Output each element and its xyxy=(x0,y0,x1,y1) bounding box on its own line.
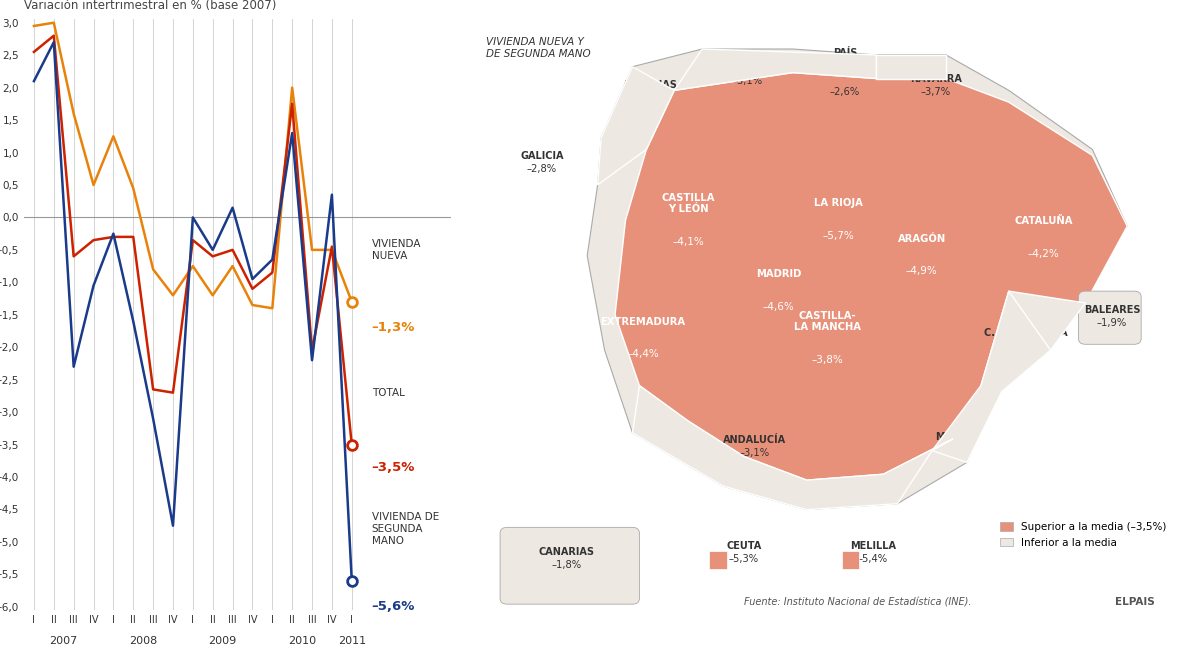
Text: CANTABRIA: CANTABRIA xyxy=(716,62,779,73)
Text: –3,5%: –3,5% xyxy=(372,461,415,474)
Text: –4,2%: –4,2% xyxy=(1027,249,1060,259)
Text: C. VALENCIANA: C. VALENCIANA xyxy=(984,328,1068,338)
Text: –1,4%: –1,4% xyxy=(942,445,972,455)
Text: VIVIENDA
NUEVA: VIVIENDA NUEVA xyxy=(372,239,421,261)
Text: CASTILLA
Y LEÓN: CASTILLA Y LEÓN xyxy=(661,193,715,214)
Legend: Superior a la media (–3,5%), Inferior a la media: Superior a la media (–3,5%), Inferior a … xyxy=(996,518,1171,552)
Bar xyxy=(709,551,726,569)
Text: PAÍS
VASCO: PAÍS VASCO xyxy=(827,48,864,69)
Text: CEUTA: CEUTA xyxy=(726,541,762,551)
Text: ELPAIS: ELPAIS xyxy=(1115,597,1156,607)
Text: Fuente: Instituto Nacional de Estadística (INE).: Fuente: Instituto Nacional de Estadístic… xyxy=(744,597,972,607)
Text: –3,8%: –3,8% xyxy=(811,355,844,365)
Text: –2,8%: –2,8% xyxy=(527,164,557,174)
Text: ASTURIAS: ASTURIAS xyxy=(623,80,677,90)
Text: MELILLA: MELILLA xyxy=(850,541,896,551)
Text: Variación intertrimestral en % (base 2007): Variación intertrimestral en % (base 200… xyxy=(24,0,276,12)
Text: 2011: 2011 xyxy=(337,636,366,646)
Text: 2009: 2009 xyxy=(209,636,236,646)
Text: VIVIENDA NUEVA Y
DE SEGUNDA MANO: VIVIENDA NUEVA Y DE SEGUNDA MANO xyxy=(486,37,590,59)
Text: –1,8%: –1,8% xyxy=(551,560,581,570)
Polygon shape xyxy=(598,67,674,185)
Text: LA RIOJA: LA RIOJA xyxy=(814,199,863,208)
Text: –2,6%: –2,6% xyxy=(635,93,665,103)
FancyBboxPatch shape xyxy=(1079,291,1141,344)
Text: –4,1%: –4,1% xyxy=(672,237,704,247)
Text: CANARIAS: CANARIAS xyxy=(539,547,594,557)
Text: –1,3%: –1,3% xyxy=(372,321,415,334)
Text: NAVARRA: NAVARRA xyxy=(910,75,961,84)
Text: TOTAL: TOTAL xyxy=(372,387,404,398)
Text: –5,6%: –5,6% xyxy=(372,600,415,613)
Text: BALEARES: BALEARES xyxy=(1084,305,1140,315)
Bar xyxy=(841,551,859,569)
Text: MADRID: MADRID xyxy=(756,269,802,279)
Polygon shape xyxy=(932,291,1050,462)
FancyBboxPatch shape xyxy=(500,528,640,604)
Text: –4,4%: –4,4% xyxy=(628,349,659,359)
Text: –1,9%: –1,9% xyxy=(1097,318,1127,328)
Polygon shape xyxy=(876,55,946,79)
Text: –3,1%: –3,1% xyxy=(732,75,762,86)
Polygon shape xyxy=(587,49,1127,509)
Polygon shape xyxy=(632,386,953,509)
Text: –3,1%: –3,1% xyxy=(739,448,769,458)
Text: –3,0%: –3,0% xyxy=(1012,341,1042,351)
Text: 2010: 2010 xyxy=(288,636,316,646)
Text: 2008: 2008 xyxy=(130,636,157,646)
Text: ARAGÓN: ARAGÓN xyxy=(898,234,946,244)
Text: –5,4%: –5,4% xyxy=(858,554,888,564)
Polygon shape xyxy=(616,73,1127,480)
Text: CATALUÑA: CATALUÑA xyxy=(1014,216,1073,226)
Polygon shape xyxy=(674,49,876,90)
Text: –5,7%: –5,7% xyxy=(822,231,854,241)
Text: VIVIENDA DE
SEGUNDA
MANO: VIVIENDA DE SEGUNDA MANO xyxy=(372,512,439,546)
Text: –3,7%: –3,7% xyxy=(920,88,950,97)
Text: –4,9%: –4,9% xyxy=(906,266,937,276)
Text: –2,6%: –2,6% xyxy=(830,88,860,97)
Polygon shape xyxy=(980,291,1086,391)
Text: ANDALUCÍA: ANDALUCÍA xyxy=(722,435,786,445)
Text: –4,6%: –4,6% xyxy=(763,302,794,312)
Text: EXTREMADURA: EXTREMADURA xyxy=(600,317,685,326)
Text: MURCIA: MURCIA xyxy=(935,432,978,442)
Text: GALICIA: GALICIA xyxy=(520,151,564,161)
Text: –5,3%: –5,3% xyxy=(728,554,760,564)
Text: CASTILLA-
LA MANCHA: CASTILLA- LA MANCHA xyxy=(794,311,862,332)
Text: 2007: 2007 xyxy=(49,636,78,646)
